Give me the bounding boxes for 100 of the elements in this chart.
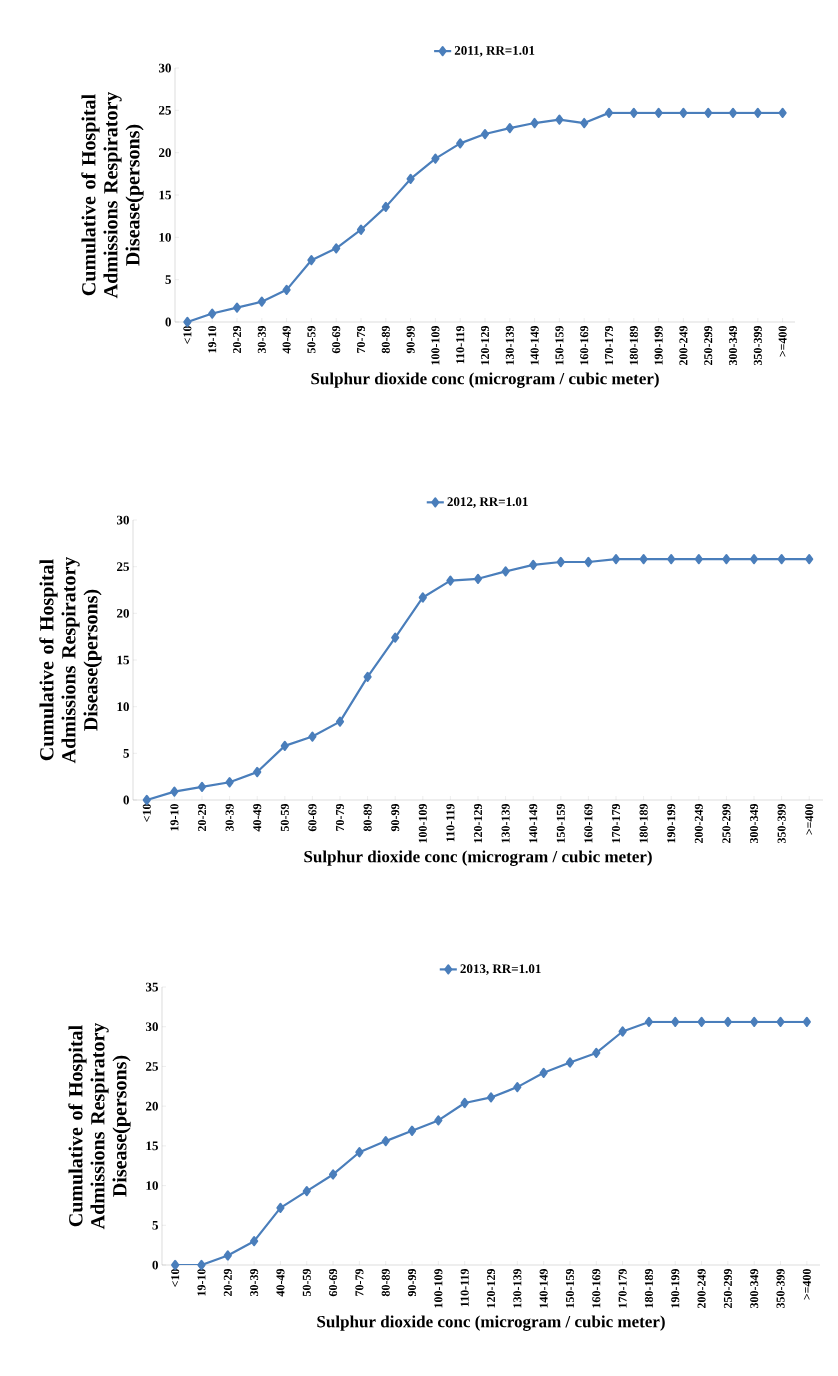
y-tick-label: 20 bbox=[159, 148, 171, 158]
x-tick-label: 40-49 bbox=[276, 1268, 285, 1297]
x-tick-label: 350-399 bbox=[776, 1268, 785, 1309]
x-tick-label: 80-89 bbox=[363, 803, 372, 832]
point bbox=[308, 731, 317, 742]
point bbox=[778, 107, 787, 118]
point bbox=[418, 592, 427, 603]
point bbox=[276, 1202, 285, 1213]
x-tick-label: 120-129 bbox=[473, 803, 483, 843]
point bbox=[302, 1186, 311, 1197]
x-tick-label: 50-59 bbox=[280, 803, 289, 832]
x-tick-label: <10 bbox=[183, 326, 192, 344]
x-tick-label: 70-79 bbox=[356, 325, 366, 353]
point bbox=[679, 107, 688, 118]
x-tick-label: 160-169 bbox=[584, 803, 593, 843]
x-tick-label: 80-89 bbox=[381, 325, 390, 354]
point bbox=[486, 1092, 496, 1103]
x-tick-label: 100-109 bbox=[418, 803, 427, 843]
x-tick-label: 170-179 bbox=[604, 325, 614, 365]
x-tick-label: 110-119 bbox=[460, 1268, 469, 1307]
x-tick-label: 70-79 bbox=[355, 1268, 364, 1296]
point bbox=[480, 128, 490, 140]
point bbox=[391, 632, 400, 643]
point bbox=[750, 1016, 759, 1028]
point bbox=[307, 255, 316, 266]
x-tick-label: 150-159 bbox=[555, 325, 564, 365]
y-tick-label: 30 bbox=[145, 1022, 158, 1032]
y-tick-label: 30 bbox=[158, 63, 171, 73]
point bbox=[501, 566, 510, 577]
x-tick-label: 40-49 bbox=[282, 325, 291, 354]
x-tick-label: 19-10 bbox=[170, 804, 179, 831]
x-tick-label: 120-129 bbox=[486, 1268, 496, 1308]
y-tick-label: 20 bbox=[117, 608, 129, 618]
point bbox=[356, 224, 366, 235]
x-axis-title: Sulphur dioxide conc (microgram / cubic meter) bbox=[317, 1315, 665, 1331]
y-tick-label: 0 bbox=[123, 795, 129, 805]
legend-label: 2011, RR=1.01 bbox=[454, 46, 535, 57]
y-tick-label: 15 bbox=[117, 655, 129, 665]
point bbox=[431, 153, 440, 164]
point bbox=[694, 554, 703, 565]
point bbox=[671, 1016, 680, 1028]
x-tick-label: <10 bbox=[171, 1269, 180, 1287]
y-tick-label: 15 bbox=[159, 190, 171, 200]
point bbox=[197, 781, 207, 793]
point bbox=[381, 1136, 390, 1147]
x-tick-label: 250-299 bbox=[723, 1268, 732, 1309]
y-tick-label: 30 bbox=[116, 515, 129, 525]
point bbox=[776, 1016, 785, 1028]
point bbox=[584, 556, 593, 568]
point bbox=[580, 117, 589, 129]
point bbox=[446, 575, 455, 586]
x-tick-label: 90-99 bbox=[406, 325, 415, 354]
x-tick-label: 70-79 bbox=[335, 803, 345, 831]
x-tick-label: 250-299 bbox=[722, 803, 731, 844]
x-tick-label: 190-199 bbox=[667, 803, 676, 843]
point bbox=[722, 554, 731, 565]
point bbox=[473, 573, 483, 584]
x-tick-label: 200-249 bbox=[697, 1268, 706, 1309]
point bbox=[335, 716, 345, 727]
x-tick-label: 180-189 bbox=[629, 325, 638, 365]
x-tick-label: 300-349 bbox=[728, 325, 738, 366]
x-tick-label: 140-149 bbox=[529, 803, 538, 843]
point bbox=[407, 1125, 417, 1136]
point bbox=[280, 740, 289, 751]
y-tick-label: 5 bbox=[152, 1220, 158, 1230]
point bbox=[529, 559, 538, 570]
x-tick-label: 180-189 bbox=[639, 803, 648, 843]
x-tick-label: 120-129 bbox=[480, 325, 490, 365]
x-tick-label: 200-249 bbox=[679, 325, 688, 366]
y-tick-label: 35 bbox=[145, 982, 158, 992]
x-tick-label: <10 bbox=[142, 804, 151, 822]
y-tick-label: 10 bbox=[159, 232, 171, 242]
x-tick-label: 60-69 bbox=[329, 1268, 338, 1297]
x-tick-label: 130-139 bbox=[501, 803, 510, 843]
point bbox=[697, 1016, 706, 1028]
x-tick-label: 170-179 bbox=[611, 803, 621, 843]
legend-label: 2013, RR=1.01 bbox=[460, 964, 541, 975]
x-tick-label: 140-149 bbox=[539, 1268, 548, 1308]
x-tick-label: 20-29 bbox=[232, 325, 242, 354]
x-tick-label: 350-399 bbox=[777, 803, 786, 844]
y-tick-label: 25 bbox=[117, 562, 129, 572]
x-tick-label: 80-89 bbox=[381, 1268, 390, 1297]
point bbox=[753, 107, 762, 118]
x-tick-label: 300-349 bbox=[750, 1268, 759, 1309]
point bbox=[170, 786, 179, 797]
y-tick-label: 10 bbox=[146, 1181, 158, 1190]
point bbox=[777, 554, 786, 565]
point bbox=[629, 107, 638, 118]
point bbox=[728, 107, 738, 118]
point bbox=[667, 554, 676, 565]
x-tick-label: 19-10 bbox=[197, 1269, 206, 1296]
point bbox=[556, 556, 565, 568]
x-tick-label: 30-39 bbox=[250, 1268, 259, 1297]
point bbox=[704, 107, 713, 118]
x-tick-label: 110-119 bbox=[456, 325, 465, 364]
x-tick-label: 100-109 bbox=[431, 325, 440, 365]
point bbox=[250, 1236, 259, 1247]
x-tick-label: >=400 bbox=[805, 804, 814, 835]
x-tick-label: 30-39 bbox=[257, 325, 266, 354]
point bbox=[654, 107, 663, 118]
